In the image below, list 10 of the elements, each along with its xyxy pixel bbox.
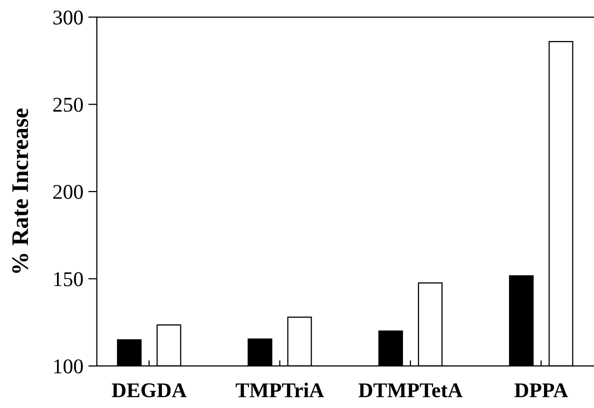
x-tick-label: TMPTriA <box>236 382 324 398</box>
y-tick-label: 100 <box>54 359 83 374</box>
x-tick-label: DTMPTetA <box>358 383 463 398</box>
x-tick-label: DPPA <box>514 383 568 398</box>
x-tick-label: DEGDA <box>112 383 187 398</box>
y-tick-label: 150 <box>54 272 83 286</box>
y-axis-title: % Rate Increase <box>12 108 28 273</box>
y-tick-label: 200 <box>53 184 83 199</box>
y-tick-label: 250 <box>53 98 83 112</box>
y-tick-label: 300 <box>53 10 83 25</box>
